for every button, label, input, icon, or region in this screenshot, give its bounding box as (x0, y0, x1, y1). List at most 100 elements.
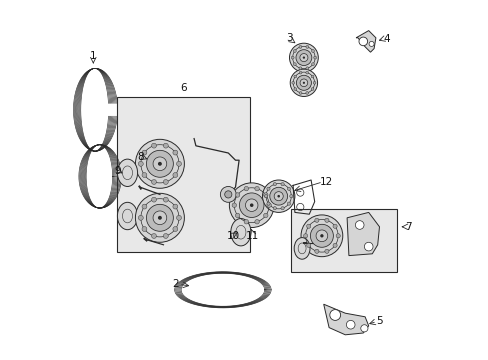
Circle shape (305, 67, 308, 70)
Circle shape (269, 187, 287, 205)
Circle shape (312, 81, 315, 84)
Circle shape (158, 216, 162, 220)
Circle shape (364, 242, 372, 251)
Circle shape (266, 203, 271, 207)
Circle shape (287, 187, 290, 190)
Circle shape (281, 207, 284, 210)
Circle shape (329, 310, 340, 320)
Circle shape (254, 220, 259, 224)
Text: 9: 9 (114, 166, 121, 176)
Polygon shape (323, 304, 368, 335)
Circle shape (163, 143, 168, 148)
Circle shape (176, 215, 181, 220)
Circle shape (360, 325, 367, 332)
Text: 6: 6 (180, 83, 186, 93)
Circle shape (153, 211, 166, 225)
Circle shape (313, 56, 316, 59)
Circle shape (254, 186, 259, 191)
Circle shape (138, 161, 143, 166)
Circle shape (173, 204, 178, 209)
Circle shape (299, 54, 307, 62)
Circle shape (310, 224, 333, 247)
Text: 5: 5 (375, 316, 382, 326)
Circle shape (235, 193, 239, 197)
Circle shape (173, 172, 178, 177)
Circle shape (335, 234, 340, 238)
Circle shape (135, 193, 184, 242)
Circle shape (368, 41, 373, 46)
Circle shape (266, 202, 269, 205)
Ellipse shape (230, 219, 250, 246)
Circle shape (293, 50, 296, 53)
Circle shape (151, 180, 156, 184)
Circle shape (287, 202, 290, 205)
Circle shape (244, 186, 248, 191)
Ellipse shape (117, 202, 137, 230)
Circle shape (305, 91, 308, 94)
Text: 8: 8 (137, 152, 144, 162)
Circle shape (291, 56, 293, 59)
Circle shape (320, 234, 323, 238)
Circle shape (151, 197, 156, 202)
Circle shape (311, 50, 314, 53)
Circle shape (135, 139, 184, 188)
Circle shape (262, 180, 294, 212)
Circle shape (303, 234, 307, 238)
Circle shape (245, 199, 258, 211)
Circle shape (298, 67, 301, 70)
Text: 12: 12 (319, 177, 332, 187)
Circle shape (305, 45, 308, 48)
Circle shape (146, 204, 173, 231)
Circle shape (146, 150, 173, 177)
Circle shape (332, 224, 336, 228)
Circle shape (310, 75, 313, 78)
Circle shape (220, 186, 236, 202)
Ellipse shape (294, 238, 309, 259)
Circle shape (163, 234, 168, 238)
Circle shape (142, 204, 146, 209)
Circle shape (295, 50, 311, 66)
Circle shape (229, 183, 273, 228)
Circle shape (306, 243, 310, 247)
Circle shape (314, 218, 318, 222)
Circle shape (163, 180, 168, 184)
Polygon shape (346, 212, 379, 256)
Circle shape (138, 215, 143, 220)
Circle shape (266, 187, 269, 190)
Circle shape (358, 37, 367, 46)
Circle shape (293, 75, 296, 78)
Circle shape (355, 221, 363, 229)
Circle shape (163, 197, 168, 202)
Circle shape (296, 75, 311, 90)
Circle shape (305, 71, 308, 74)
Text: 10: 10 (226, 231, 239, 241)
Circle shape (281, 183, 284, 186)
Circle shape (151, 234, 156, 238)
Bar (117, 97, 249, 252)
Circle shape (273, 183, 276, 186)
Circle shape (264, 194, 267, 198)
Circle shape (151, 143, 156, 148)
Polygon shape (355, 31, 375, 52)
Circle shape (332, 243, 336, 247)
Circle shape (277, 195, 280, 198)
Circle shape (263, 193, 267, 197)
Circle shape (300, 79, 307, 87)
Circle shape (232, 203, 236, 207)
Circle shape (142, 150, 146, 155)
Text: 11: 11 (245, 231, 259, 241)
Text: 1: 1 (90, 51, 97, 61)
Ellipse shape (117, 159, 137, 186)
Text: 2: 2 (172, 279, 178, 289)
Circle shape (142, 172, 146, 177)
Circle shape (299, 71, 302, 74)
Circle shape (273, 207, 276, 210)
Circle shape (324, 249, 328, 253)
Bar (291, 209, 397, 272)
Circle shape (173, 150, 178, 155)
Circle shape (293, 88, 296, 90)
Circle shape (289, 194, 292, 198)
Circle shape (244, 220, 248, 224)
Circle shape (289, 43, 318, 72)
Circle shape (306, 224, 310, 228)
